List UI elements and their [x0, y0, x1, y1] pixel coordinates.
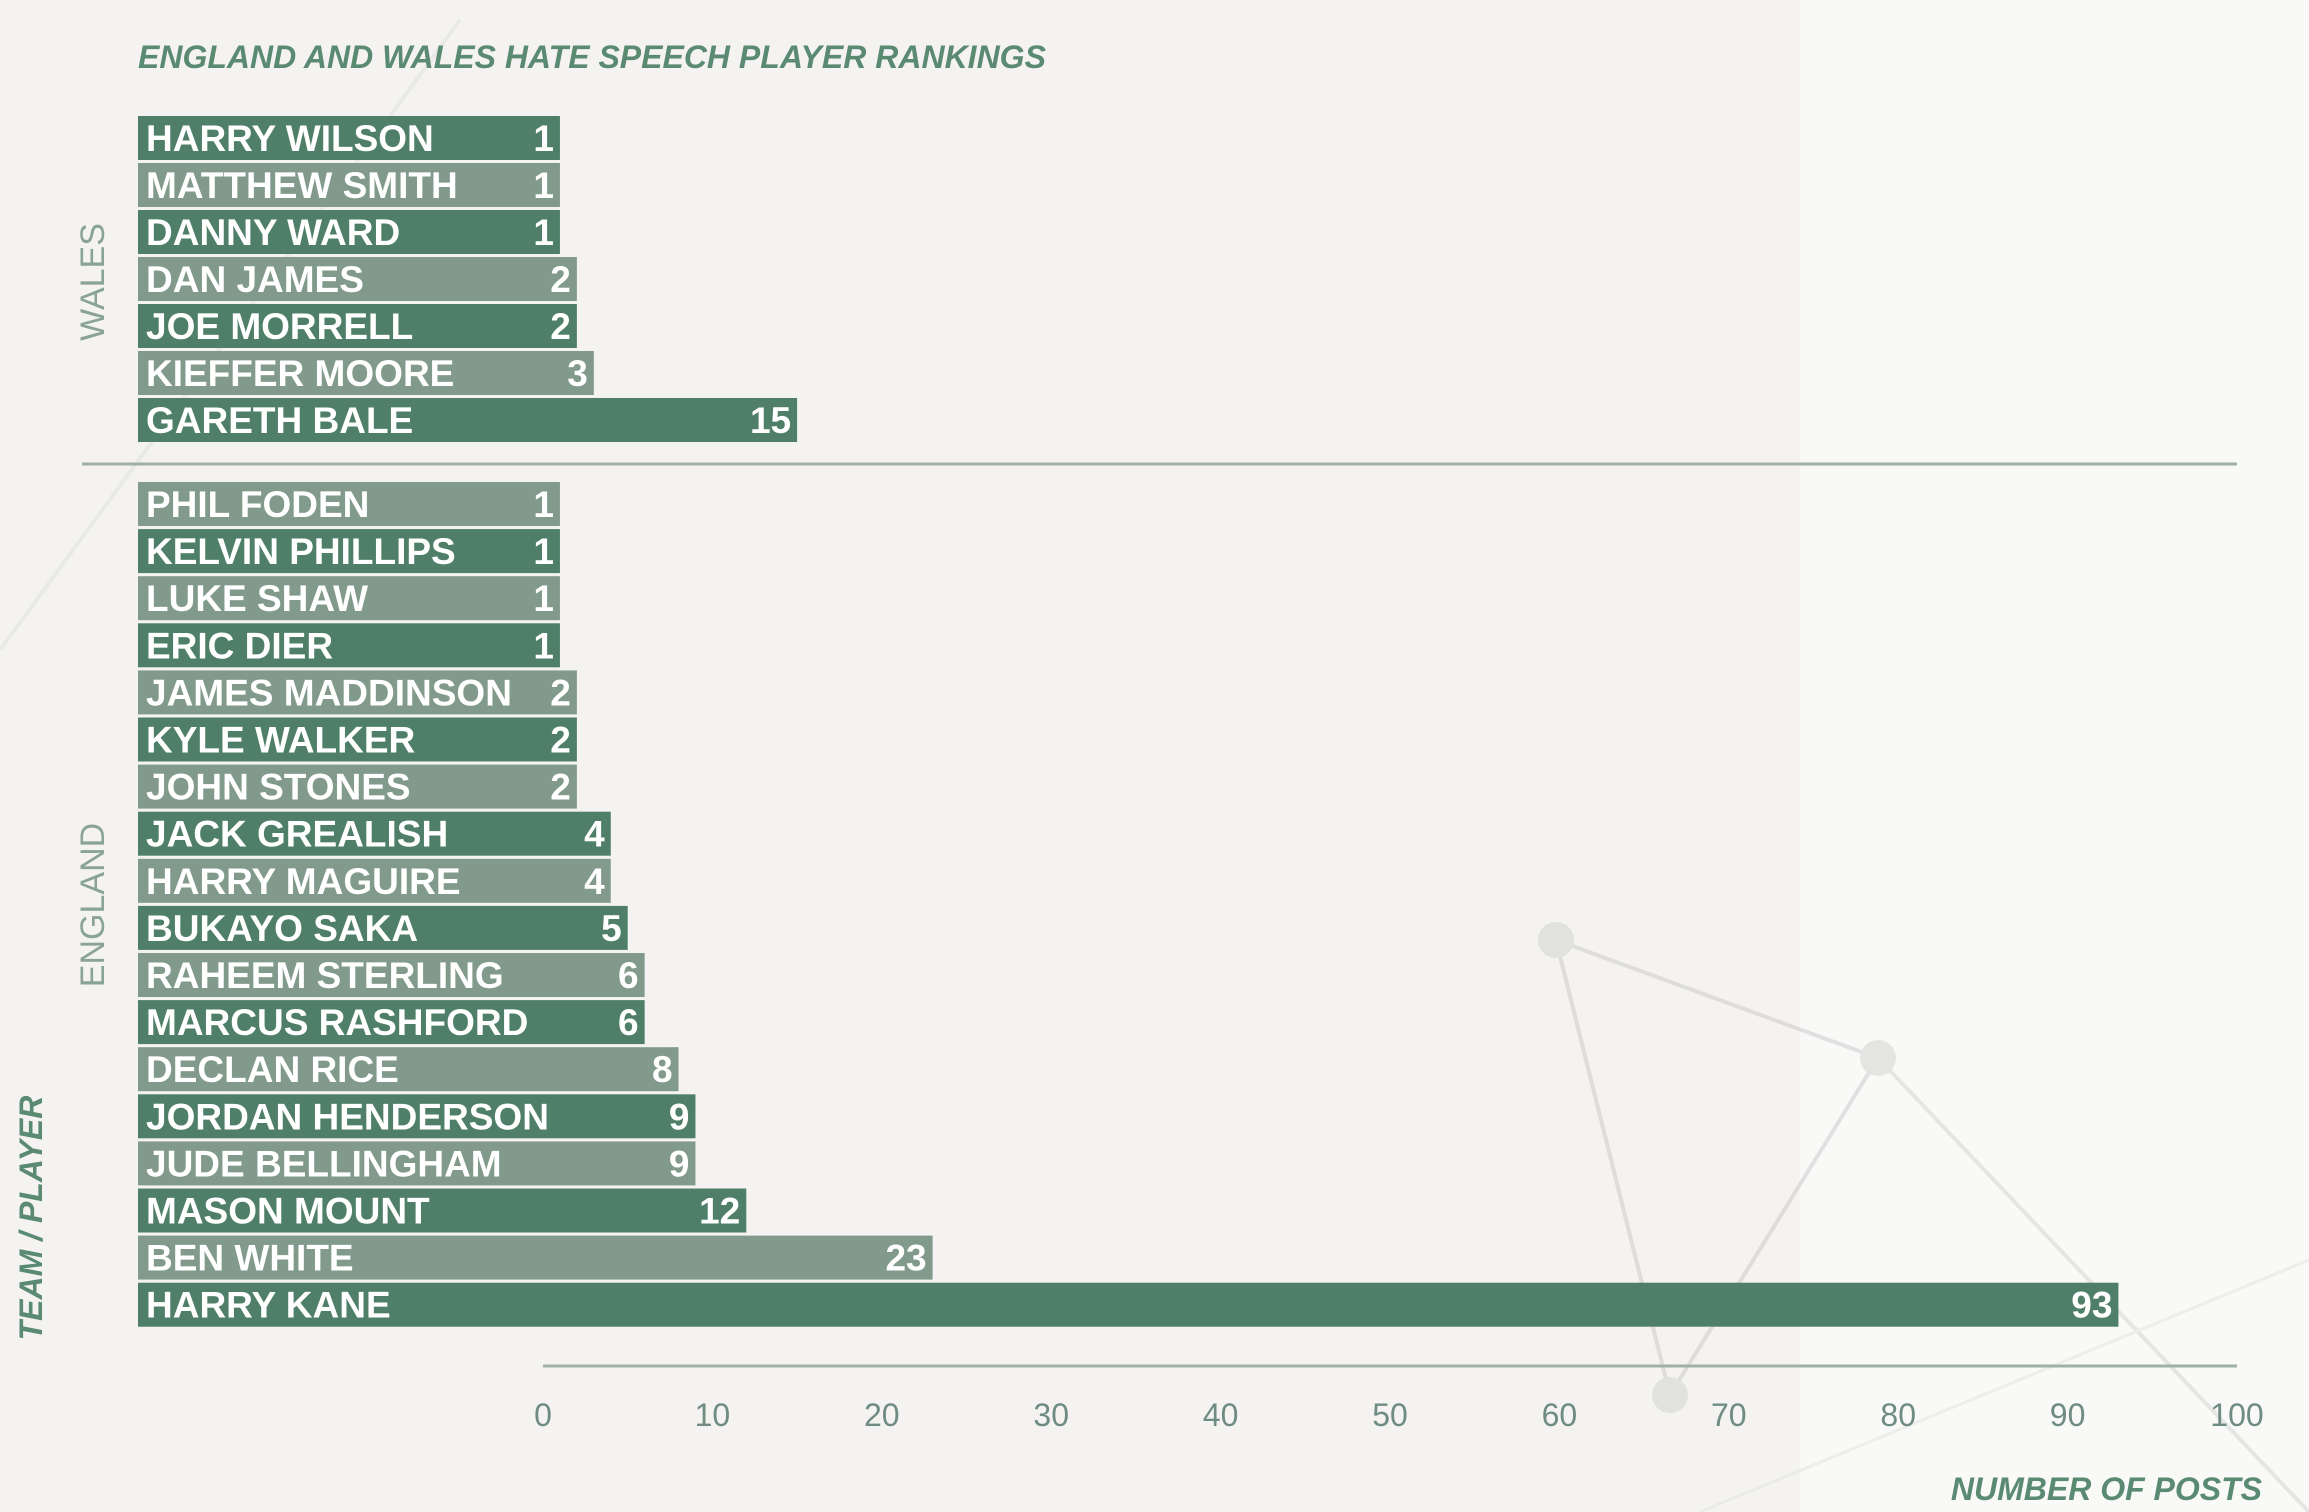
value-label: 9	[669, 1143, 690, 1184]
player-name-label: MATTHEW SMITH	[146, 165, 458, 206]
value-label: 3	[567, 353, 588, 394]
bar-jordan-henderson	[138, 1094, 696, 1139]
bar-marcus-rashford	[138, 1000, 645, 1045]
value-label: 1	[533, 118, 554, 159]
player-name-label: MASON MOUNT	[146, 1191, 430, 1232]
x-tick-label: 40	[1203, 1397, 1239, 1433]
bar-kyle-walker	[138, 717, 577, 762]
bar-danny-ward	[138, 210, 560, 254]
chart-title: ENGLAND AND WALES HATE SPEECH PLAYER RAN…	[138, 39, 1047, 75]
player-name-label: DANNY WARD	[146, 212, 400, 253]
bars-layer: HARRY WILSON 1 MATTHEW SMITH 1 DANNY WARD 1 DA…	[138, 116, 2119, 1327]
player-name-label: KYLE WALKER	[146, 720, 415, 761]
value-label: 2	[550, 259, 571, 300]
player-name-label: LUKE SHAW	[146, 578, 368, 619]
player-name-label: DECLAN RICE	[146, 1049, 399, 1090]
bar-kieffer-moore	[138, 351, 594, 395]
player-name-label: DAN JAMES	[146, 259, 364, 300]
player-name-label: BUKAYO SAKA	[146, 908, 418, 949]
player-name-label: JOE MORRELL	[146, 306, 413, 347]
bar-mason-mount	[138, 1188, 747, 1233]
bar-dan-james	[138, 257, 577, 301]
bar-harry-kane	[138, 1282, 2119, 1327]
bar-matthew-smith	[138, 163, 560, 207]
bar-harry-maguire	[138, 858, 611, 903]
bar-kelvin-phillips	[138, 529, 560, 574]
value-label: 1	[533, 165, 554, 206]
x-axis-title: NUMBER OF POSTS	[1951, 1471, 2263, 1507]
x-tick-label: 90	[2050, 1397, 2086, 1433]
value-label: 1	[533, 484, 554, 525]
value-label: 9	[669, 1096, 690, 1137]
player-name-label: BEN WHITE	[146, 1238, 354, 1279]
value-label: 23	[885, 1238, 926, 1279]
player-name-label: JOHN STONES	[146, 767, 411, 808]
bar-jack-grealish	[138, 811, 611, 856]
value-label: 2	[550, 306, 571, 347]
value-label: 4	[584, 814, 605, 855]
bar-luke-shaw	[138, 576, 560, 621]
value-label: 2	[550, 767, 571, 808]
bar-raheem-sterling	[138, 953, 645, 997]
bar-bukayo-saka	[138, 905, 628, 950]
group-label-england: ENGLAND	[74, 823, 112, 987]
bar-joe-morrell	[138, 304, 577, 348]
bar-james-maddinson	[138, 670, 577, 715]
player-name-label: JORDAN HENDERSON	[146, 1096, 549, 1137]
bar-declan-rice	[138, 1047, 679, 1092]
value-label: 1	[533, 625, 554, 666]
background-decoration	[0, 18, 2309, 1512]
value-label: 6	[618, 1002, 639, 1043]
x-tick-label: 60	[1542, 1397, 1578, 1433]
value-label: 4	[584, 861, 605, 902]
bar-jude-bellingham	[138, 1141, 696, 1186]
value-label: 2	[550, 672, 571, 713]
background-panel	[1800, 0, 2309, 1512]
x-tick-label: 80	[1880, 1397, 1916, 1433]
group-label-wales: WALES	[74, 223, 112, 341]
player-name-label: HARRY WILSON	[146, 118, 434, 159]
bar-ben-white	[138, 1235, 933, 1280]
player-name-label: KELVIN PHILLIPS	[146, 531, 456, 572]
player-name-label: HARRY KANE	[146, 1285, 391, 1326]
value-label: 12	[699, 1191, 740, 1232]
player-name-label: HARRY MAGUIRE	[146, 861, 461, 902]
value-label: 2	[550, 720, 571, 761]
player-name-label: RAHEEM STERLING	[146, 955, 504, 996]
x-tick-label: 0	[534, 1397, 552, 1433]
value-label: 5	[601, 908, 622, 949]
x-tick-label: 30	[1033, 1397, 1069, 1433]
player-name-label: JAMES MADDINSON	[146, 672, 512, 713]
bar-harry-wilson	[138, 116, 560, 160]
player-name-label: ERIC DIER	[146, 625, 333, 666]
x-tick-label: 20	[864, 1397, 900, 1433]
x-tick-label: 70	[1711, 1397, 1747, 1433]
value-label: 1	[533, 578, 554, 619]
value-label: 8	[652, 1049, 673, 1090]
bar-gareth-bale	[138, 398, 798, 442]
player-name-label: JACK GREALISH	[146, 814, 448, 855]
value-label: 6	[618, 955, 639, 996]
x-tick-label: 10	[695, 1397, 731, 1433]
player-name-label: KIEFFER MOORE	[146, 353, 454, 394]
player-name-label: GARETH BALE	[146, 400, 413, 441]
bar-john-stones	[138, 764, 577, 809]
value-label: 1	[533, 531, 554, 572]
value-label: 93	[2071, 1285, 2112, 1326]
y-axis-title: TEAM / PLAYER	[13, 1096, 49, 1341]
bar-eric-dier	[138, 623, 560, 668]
value-label: 1	[533, 212, 554, 253]
x-tick-label: 50	[1372, 1397, 1408, 1433]
bar-phil-foden	[138, 482, 560, 526]
player-name-label: PHIL FODEN	[146, 484, 369, 525]
x-tick-label: 100	[2210, 1397, 2263, 1433]
player-name-label: MARCUS RASHFORD	[146, 1002, 528, 1043]
value-label: 15	[750, 400, 791, 441]
x-axis-ticks: 0 10 20 30 40 50 60 70 80 90 100	[534, 1397, 2264, 1433]
player-name-label: JUDE BELLINGHAM	[146, 1143, 502, 1184]
